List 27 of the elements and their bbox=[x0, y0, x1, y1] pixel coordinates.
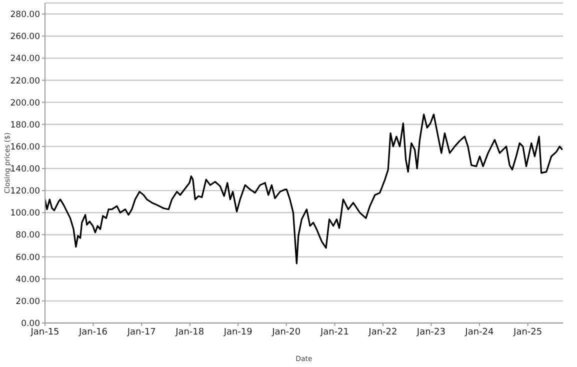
x-tick-label: Jan-19 bbox=[222, 327, 253, 338]
x-tick-label: Jan-24 bbox=[464, 327, 494, 338]
x-tick-label: Jan-18 bbox=[174, 327, 204, 338]
y-tick-label: 120.00 bbox=[10, 186, 40, 197]
x-tick-label: Jan-16 bbox=[78, 327, 108, 338]
y-tick-label: 40.00 bbox=[16, 274, 40, 285]
y-tick-label: 260.00 bbox=[10, 32, 40, 42]
line-series bbox=[45, 114, 563, 264]
y-tick-label: 280.00 bbox=[10, 10, 40, 20]
x-tick-label: Jan-22 bbox=[368, 327, 398, 338]
x-tick-label: Jan-17 bbox=[126, 327, 156, 338]
y-tick-label: 220.00 bbox=[10, 76, 40, 86]
y-tick-label: 200.00 bbox=[10, 98, 40, 108]
y-tick-label: 140.00 bbox=[10, 164, 40, 175]
y-tick-label: 60.00 bbox=[16, 252, 40, 263]
x-tick-label: Jan-25 bbox=[512, 327, 542, 338]
x-tick-label: Jan-15 bbox=[30, 327, 60, 338]
y-tick-label: 160.00 bbox=[10, 142, 40, 152]
x-tick-label: Jan-21 bbox=[319, 327, 350, 338]
y-tick-label: 240.00 bbox=[10, 54, 40, 64]
y-tick-label: 0.00 bbox=[21, 319, 40, 330]
x-tick-label: Jan-23 bbox=[416, 327, 446, 338]
x-tick-label: Jan-20 bbox=[271, 327, 301, 338]
y-tick-label: 80.00 bbox=[16, 230, 40, 241]
y-tick-label: 20.00 bbox=[16, 296, 40, 307]
y-tick-label: 180.00 bbox=[10, 120, 40, 130]
y-tick-label: 100.00 bbox=[10, 208, 40, 219]
